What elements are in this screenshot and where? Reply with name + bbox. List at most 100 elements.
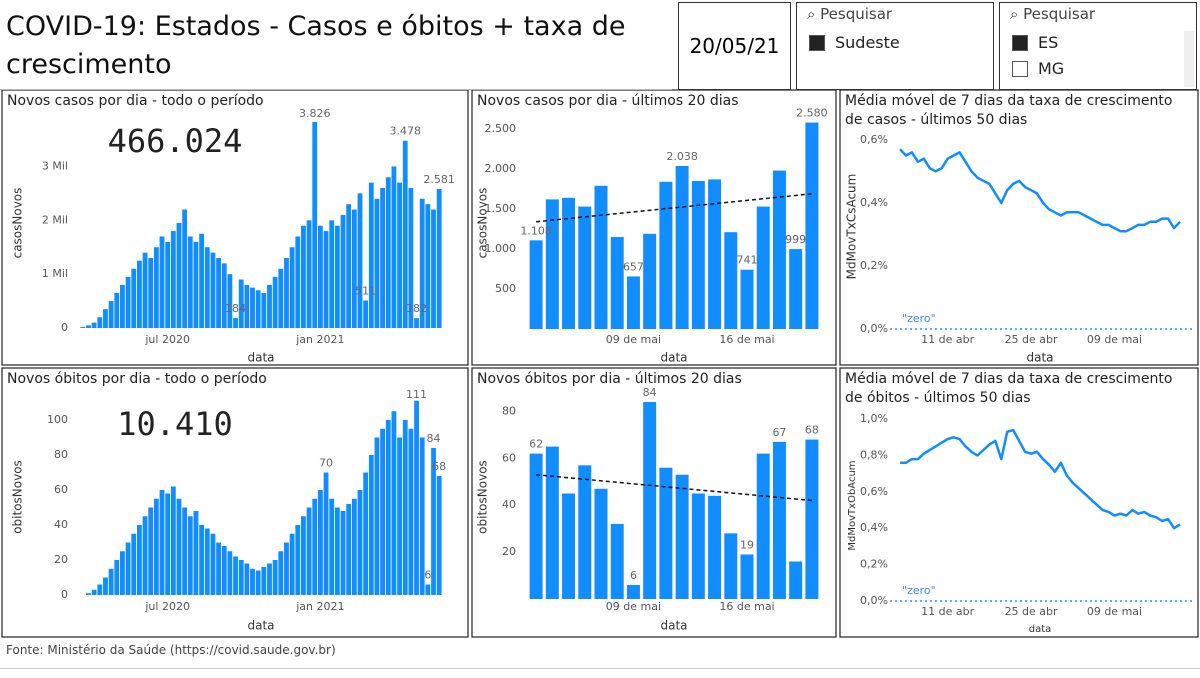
slicer-item[interactable]: MG xyxy=(1012,59,1064,78)
y-tick-label: 100 xyxy=(47,413,68,426)
bar xyxy=(131,533,137,595)
bar xyxy=(125,276,131,328)
data-label: 1.108 xyxy=(520,224,552,237)
data-label: 999 xyxy=(785,233,806,246)
data-label: 2.580 xyxy=(796,107,828,120)
bar xyxy=(346,204,352,328)
data-label: 68 xyxy=(805,424,819,437)
bar xyxy=(374,437,380,595)
search-placeholder: Pesquisar xyxy=(1023,5,1096,23)
bar xyxy=(436,189,442,328)
bar xyxy=(97,317,103,328)
panel-title: Novos óbitos por dia - últimos 20 dias xyxy=(477,371,742,387)
panel-title: Novos casos por dia - últimos 20 dias xyxy=(477,93,739,109)
y-tick-label: 0,8% xyxy=(860,448,888,461)
y-tick-label: 0,6% xyxy=(860,133,888,146)
bar xyxy=(363,300,369,328)
y-tick-label: 40 xyxy=(54,518,68,531)
x-axis-title: data xyxy=(1026,351,1053,365)
bar xyxy=(380,188,386,328)
bar xyxy=(289,533,295,595)
bar xyxy=(108,568,114,595)
y-tick-label: 1.000 xyxy=(485,242,517,255)
bar xyxy=(578,465,592,599)
data-label: 84 xyxy=(643,386,657,399)
data-label: 6 xyxy=(424,569,431,582)
dashboard-title: COVID-19: Estados - Casos e óbitos + tax… xyxy=(6,11,626,80)
bar xyxy=(250,568,255,595)
y-tick-label: 500 xyxy=(495,282,516,295)
slicer-label: ES xyxy=(1038,33,1059,52)
x-tick-label: 09 de mai xyxy=(606,333,661,346)
checkbox[interactable] xyxy=(1012,60,1028,77)
search-box[interactable]: ⌕ Pesquisar xyxy=(807,5,893,23)
data-label: 6 xyxy=(630,569,637,582)
search-box[interactable]: ⌕ Pesquisar xyxy=(1010,5,1096,23)
bar xyxy=(182,507,188,595)
x-tick-label: 11 de abr xyxy=(921,333,974,346)
bar xyxy=(142,516,148,595)
y-tick-label: 1.500 xyxy=(485,202,517,215)
bar xyxy=(204,247,210,328)
panel-title: Novos óbitos por dia - todo o período xyxy=(7,371,267,387)
bar xyxy=(545,199,559,329)
bar xyxy=(357,490,363,595)
x-axis-title: data xyxy=(660,351,687,365)
bar xyxy=(295,525,301,595)
y-axis-title: casosNovos xyxy=(11,188,25,259)
bar xyxy=(199,525,205,595)
bar xyxy=(425,204,431,328)
bar xyxy=(397,182,402,328)
x-tick-label: 09 de mai xyxy=(606,600,661,613)
bar xyxy=(317,225,323,328)
bar xyxy=(425,584,431,595)
x-tick-label: 25 de abr xyxy=(1005,605,1058,618)
y-tick-label: 0,2% xyxy=(860,259,888,272)
bar xyxy=(408,428,414,595)
bar xyxy=(148,258,154,328)
bar xyxy=(255,570,261,595)
bar xyxy=(385,420,391,595)
x-tick-label: jul 2020 xyxy=(144,333,190,346)
bar xyxy=(216,258,221,328)
bar xyxy=(233,318,238,328)
checkbox[interactable] xyxy=(1012,34,1028,51)
bar xyxy=(210,533,216,595)
y-tick-label: 2.000 xyxy=(485,162,517,175)
footer: Fonte: Ministério da Saúde (https://covi… xyxy=(6,643,336,657)
checkbox[interactable] xyxy=(809,34,825,51)
bar xyxy=(250,287,255,328)
data-label: 3.478 xyxy=(389,125,421,138)
header: COVID-19: Estados - Casos e óbitos + tax… xyxy=(0,0,672,90)
bar xyxy=(91,322,97,328)
bar xyxy=(805,439,819,599)
bar xyxy=(204,528,210,595)
bar xyxy=(391,411,397,595)
y-tick-label: 40 xyxy=(502,498,516,511)
bar xyxy=(176,223,182,328)
slicer[interactable]: ⌕ Pesquisar ES MG xyxy=(999,2,1197,90)
bar xyxy=(170,231,176,328)
y-tick-label: 0,4% xyxy=(860,521,888,534)
bar xyxy=(125,542,131,595)
bar xyxy=(340,511,346,595)
slicer-item[interactable]: ES xyxy=(1012,33,1058,52)
slicer[interactable]: ⌕ Pesquisar Sudeste xyxy=(796,2,994,90)
scrollbar[interactable] xyxy=(1184,31,1194,87)
bar xyxy=(402,420,408,595)
bar xyxy=(708,495,722,599)
bar xyxy=(244,563,250,595)
bar xyxy=(789,561,803,599)
bar xyxy=(114,293,120,328)
bar xyxy=(626,584,640,599)
slicer-item[interactable]: Sudeste xyxy=(809,33,900,52)
x-tick-label: 09 de mai xyxy=(1087,605,1142,618)
bar xyxy=(97,584,103,595)
panel xyxy=(839,367,1199,638)
data-label: 741 xyxy=(737,254,758,267)
bar xyxy=(329,220,335,328)
bar xyxy=(255,290,261,328)
bar xyxy=(368,455,374,595)
bar xyxy=(136,525,142,595)
bar xyxy=(329,498,335,595)
